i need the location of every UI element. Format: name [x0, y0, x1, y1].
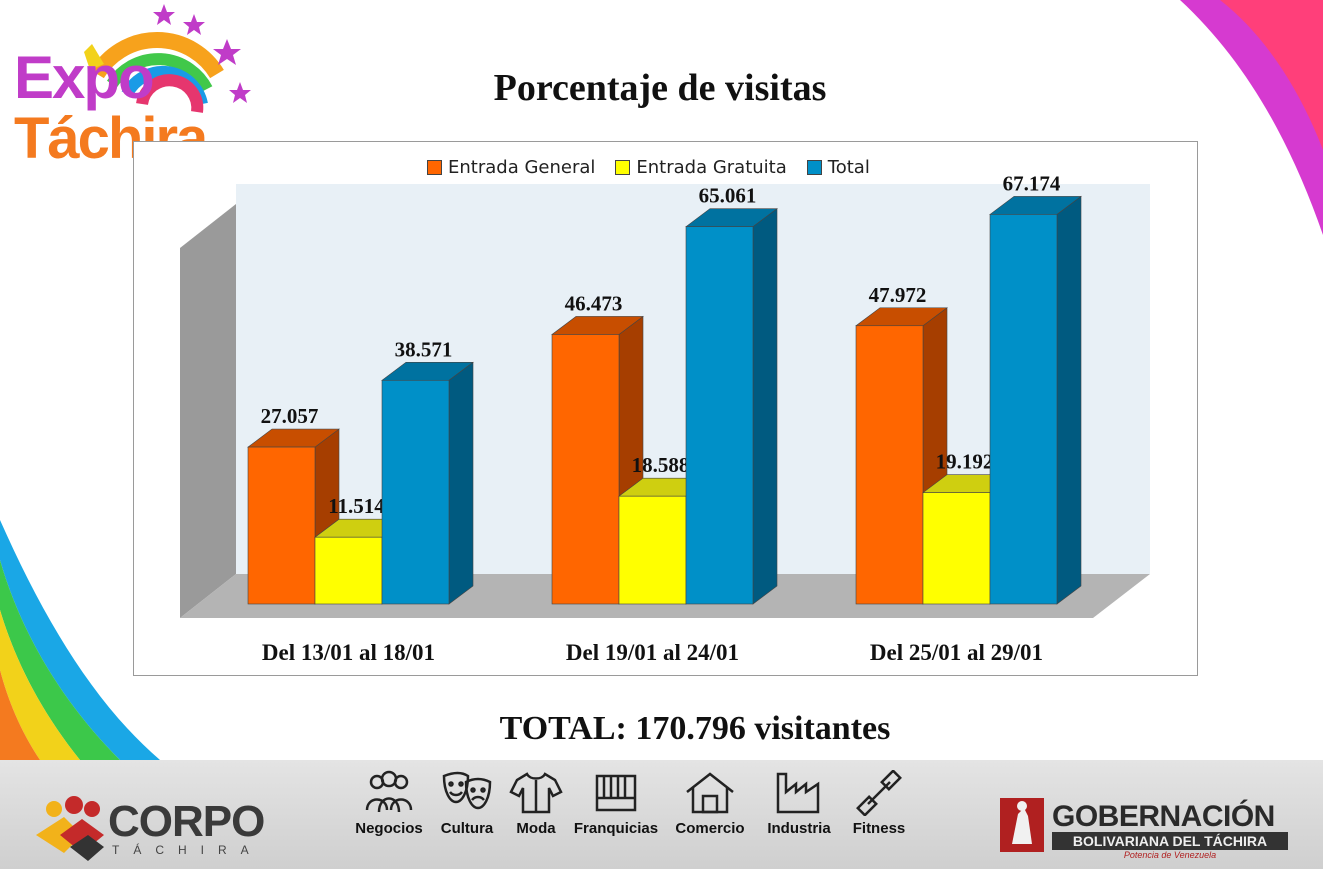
expo-tachira-logo — [84, 4, 251, 113]
data-label: 19.192 — [936, 450, 994, 474]
page-title: Porcentaje de visitas — [493, 67, 827, 109]
nav-label: Industria — [767, 820, 831, 837]
bar — [855, 325, 924, 605]
data-label: 38.571 — [395, 337, 453, 361]
footer-bar — [0, 760, 1323, 869]
category-label: Del 25/01 al 29/01 — [870, 640, 1043, 665]
bar-side — [448, 361, 474, 605]
legend-label: Entrada General — [448, 156, 596, 178]
nav-item-negocios[interactable]: Negocios — [350, 770, 428, 837]
footer-nav: Negocios Cultura Moda — [350, 770, 914, 837]
shirt-icon — [509, 772, 563, 814]
bar — [989, 214, 1058, 605]
bar — [551, 334, 620, 605]
data-label: 27.057 — [261, 404, 319, 428]
corpo-text: CORPO — [108, 797, 265, 846]
data-label: 47.972 — [869, 283, 927, 307]
gobernacion-title: GOBERNACIÓN — [1052, 800, 1275, 833]
nav-item-industria[interactable]: Industria — [754, 770, 844, 837]
bar — [922, 492, 991, 605]
nav-label: Fitness — [852, 820, 906, 837]
gobernacion-emblem — [1000, 798, 1044, 852]
nav-item-cultura[interactable]: Cultura — [428, 770, 506, 837]
gobernacion-subtitle: BOLIVARIANA DEL TÁCHIRA — [1072, 833, 1268, 849]
legend-swatch — [806, 159, 822, 175]
bar — [247, 446, 316, 605]
factory-icon — [776, 772, 820, 814]
nav-label: Comercio — [675, 820, 745, 837]
data-label: 46.473 — [565, 291, 623, 315]
bar — [685, 226, 754, 605]
people-group-icon — [365, 770, 413, 813]
corpo-subtext: TÁCHIRA — [112, 843, 263, 857]
category-label: Del 13/01 al 18/01 — [262, 640, 435, 665]
nav-item-moda[interactable]: Moda — [506, 770, 566, 837]
nav-label: Negocios — [355, 820, 423, 837]
gobernacion-bar — [1052, 832, 1288, 850]
legend-swatch — [615, 159, 631, 175]
corpo-tachira-logo — [36, 796, 104, 861]
legend-item-entrada-general: Entrada General — [427, 155, 595, 179]
bar-side — [1056, 195, 1082, 605]
bar-side — [752, 208, 778, 605]
category-label: Del 19/01 al 24/01 — [566, 640, 739, 665]
storefront-icon — [595, 774, 637, 812]
dumbbell-icon — [856, 770, 902, 816]
legend-item-total: Total — [806, 155, 870, 179]
nav-label: Moda — [516, 820, 556, 837]
theater-masks-icon — [442, 771, 492, 810]
bar — [314, 536, 383, 605]
data-label: 18.588 — [632, 453, 690, 477]
legend-label: Entrada Gratuita — [636, 156, 787, 178]
legend-swatch — [427, 159, 442, 175]
data-label: 67.174 — [1003, 171, 1061, 195]
nav-item-comercio[interactable]: Comercio — [666, 770, 754, 837]
data-label: 11.514 — [328, 494, 385, 518]
legend-label: Total — [827, 156, 870, 178]
nav-label: Cultura — [440, 820, 494, 837]
total-visitors: TOTAL: 170.796 visitantes — [499, 710, 891, 747]
chart-legend: Entrada General Entrada Gratuita Total — [427, 155, 870, 179]
legend-item-entrada-gratuita: Entrada Gratuita — [615, 155, 787, 179]
bar — [381, 379, 450, 605]
nav-label: Franquicias — [573, 820, 659, 837]
plot-side-wall — [180, 204, 236, 618]
house-icon — [686, 772, 734, 814]
logo-expo-text: Expo — [14, 44, 155, 111]
nav-item-fitness[interactable]: Fitness — [844, 770, 914, 837]
data-label: 65.061 — [699, 184, 757, 208]
bar — [618, 495, 687, 605]
gobernacion-tagline: Potencia de Venezuela — [1123, 850, 1217, 860]
nav-item-franquicias[interactable]: Franquicias — [566, 770, 666, 837]
